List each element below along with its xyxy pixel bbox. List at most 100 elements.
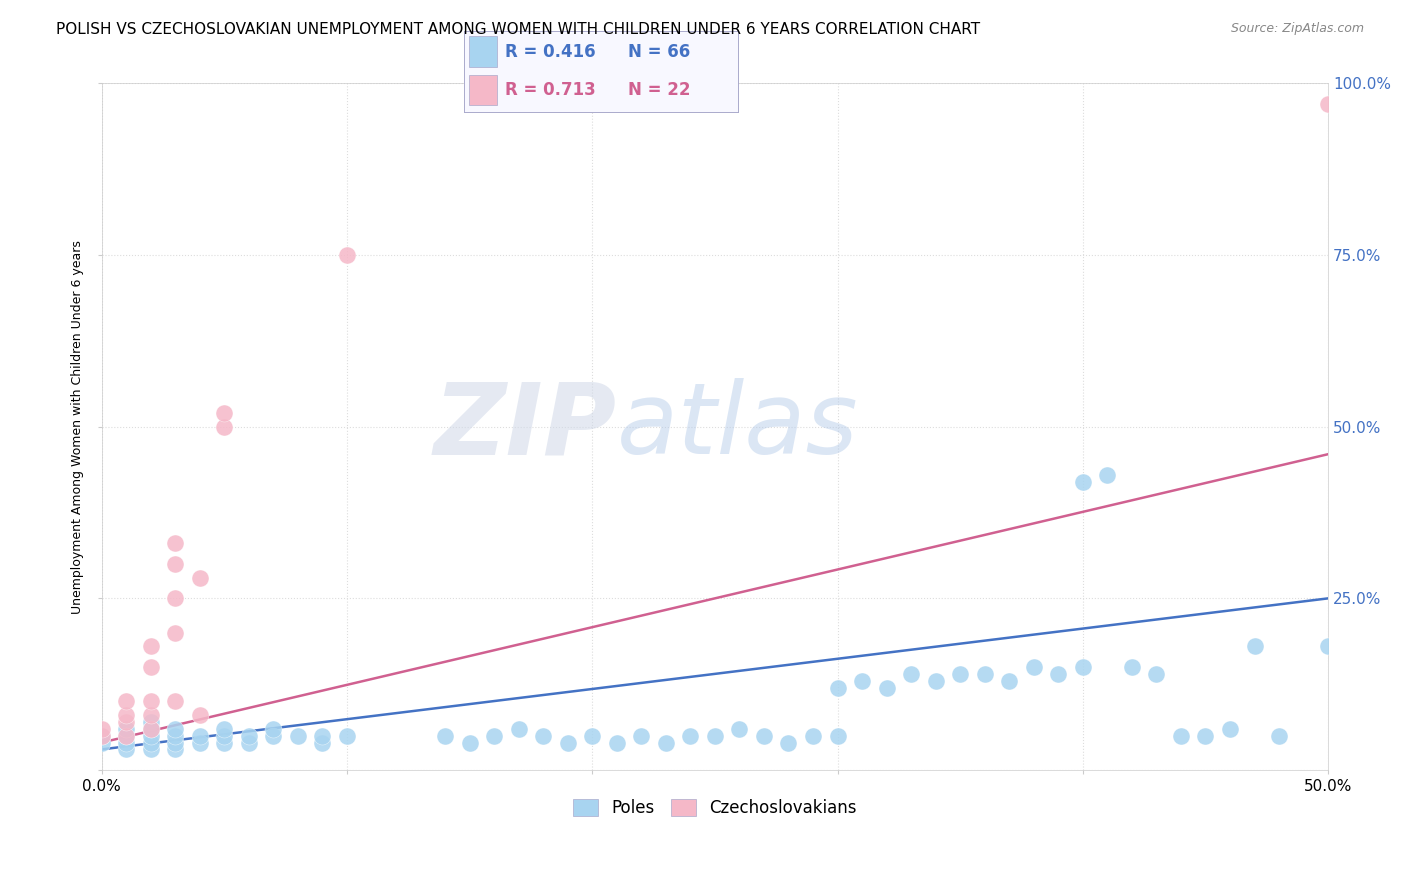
Point bbox=[1121, 660, 1143, 674]
Point bbox=[752, 729, 775, 743]
Point bbox=[949, 666, 972, 681]
Point bbox=[188, 571, 211, 585]
Text: N = 22: N = 22 bbox=[628, 81, 690, 99]
Text: R = 0.416: R = 0.416 bbox=[505, 43, 596, 61]
Point bbox=[827, 681, 849, 695]
Point bbox=[998, 673, 1021, 688]
Point bbox=[262, 729, 284, 743]
Point bbox=[139, 722, 162, 736]
Point bbox=[1219, 722, 1241, 736]
Point bbox=[531, 729, 554, 743]
Point bbox=[165, 742, 187, 756]
Point bbox=[1071, 660, 1094, 674]
Point bbox=[188, 735, 211, 749]
Point bbox=[188, 708, 211, 723]
Point bbox=[1022, 660, 1045, 674]
Point bbox=[188, 729, 211, 743]
Point bbox=[606, 735, 628, 749]
Point bbox=[90, 722, 112, 736]
Point bbox=[90, 735, 112, 749]
Point bbox=[262, 722, 284, 736]
Point bbox=[1144, 666, 1167, 681]
Point bbox=[1047, 666, 1070, 681]
Point bbox=[139, 640, 162, 654]
Point bbox=[900, 666, 922, 681]
Point bbox=[1071, 475, 1094, 489]
Point bbox=[801, 729, 824, 743]
Point bbox=[1194, 729, 1216, 743]
Point bbox=[115, 735, 138, 749]
Point bbox=[311, 735, 333, 749]
Point bbox=[508, 722, 530, 736]
Point bbox=[165, 735, 187, 749]
Point bbox=[139, 729, 162, 743]
Point bbox=[139, 694, 162, 708]
Point bbox=[1243, 640, 1265, 654]
Point bbox=[1097, 467, 1119, 482]
Point bbox=[212, 722, 235, 736]
Point bbox=[115, 722, 138, 736]
FancyBboxPatch shape bbox=[470, 75, 496, 105]
Point bbox=[212, 406, 235, 420]
Point bbox=[139, 735, 162, 749]
Text: N = 66: N = 66 bbox=[628, 43, 690, 61]
Point bbox=[1170, 729, 1192, 743]
Point bbox=[336, 729, 359, 743]
Point bbox=[557, 735, 579, 749]
Point bbox=[703, 729, 725, 743]
Point bbox=[311, 729, 333, 743]
Point bbox=[212, 729, 235, 743]
Point bbox=[115, 694, 138, 708]
Point bbox=[115, 729, 138, 743]
Point bbox=[165, 729, 187, 743]
Point bbox=[679, 729, 702, 743]
Text: ZIP: ZIP bbox=[433, 378, 617, 475]
Text: Source: ZipAtlas.com: Source: ZipAtlas.com bbox=[1230, 22, 1364, 36]
Point bbox=[728, 722, 751, 736]
Text: atlas: atlas bbox=[617, 378, 859, 475]
Point bbox=[238, 729, 260, 743]
Point bbox=[212, 735, 235, 749]
Point bbox=[212, 419, 235, 434]
Point bbox=[165, 694, 187, 708]
Point bbox=[139, 660, 162, 674]
Point bbox=[336, 248, 359, 262]
Point bbox=[139, 742, 162, 756]
Point bbox=[238, 735, 260, 749]
Point bbox=[630, 729, 652, 743]
Point bbox=[115, 729, 138, 743]
FancyBboxPatch shape bbox=[470, 36, 496, 67]
Point bbox=[876, 681, 898, 695]
Legend: Poles, Czechoslovakians: Poles, Czechoslovakians bbox=[567, 792, 863, 823]
Point bbox=[165, 536, 187, 550]
Point bbox=[165, 557, 187, 571]
Point bbox=[165, 625, 187, 640]
Point bbox=[139, 722, 162, 736]
Point bbox=[1317, 640, 1340, 654]
Point bbox=[778, 735, 800, 749]
Point bbox=[827, 729, 849, 743]
Point bbox=[1317, 97, 1340, 112]
Point bbox=[115, 708, 138, 723]
Point bbox=[973, 666, 995, 681]
Point bbox=[90, 729, 112, 743]
Point bbox=[458, 735, 481, 749]
Point bbox=[115, 714, 138, 729]
Point bbox=[90, 729, 112, 743]
Point bbox=[115, 742, 138, 756]
Point bbox=[482, 729, 505, 743]
Y-axis label: Unemployment Among Women with Children Under 6 years: Unemployment Among Women with Children U… bbox=[72, 240, 84, 614]
Point bbox=[655, 735, 678, 749]
Point bbox=[1268, 729, 1291, 743]
Point bbox=[165, 591, 187, 606]
Point bbox=[434, 729, 457, 743]
Point bbox=[139, 714, 162, 729]
Point bbox=[851, 673, 873, 688]
Text: R = 0.713: R = 0.713 bbox=[505, 81, 596, 99]
Point bbox=[287, 729, 309, 743]
Point bbox=[924, 673, 946, 688]
Point bbox=[581, 729, 603, 743]
Text: POLISH VS CZECHOSLOVAKIAN UNEMPLOYMENT AMONG WOMEN WITH CHILDREN UNDER 6 YEARS C: POLISH VS CZECHOSLOVAKIAN UNEMPLOYMENT A… bbox=[56, 22, 980, 37]
Point bbox=[165, 722, 187, 736]
Point bbox=[139, 708, 162, 723]
